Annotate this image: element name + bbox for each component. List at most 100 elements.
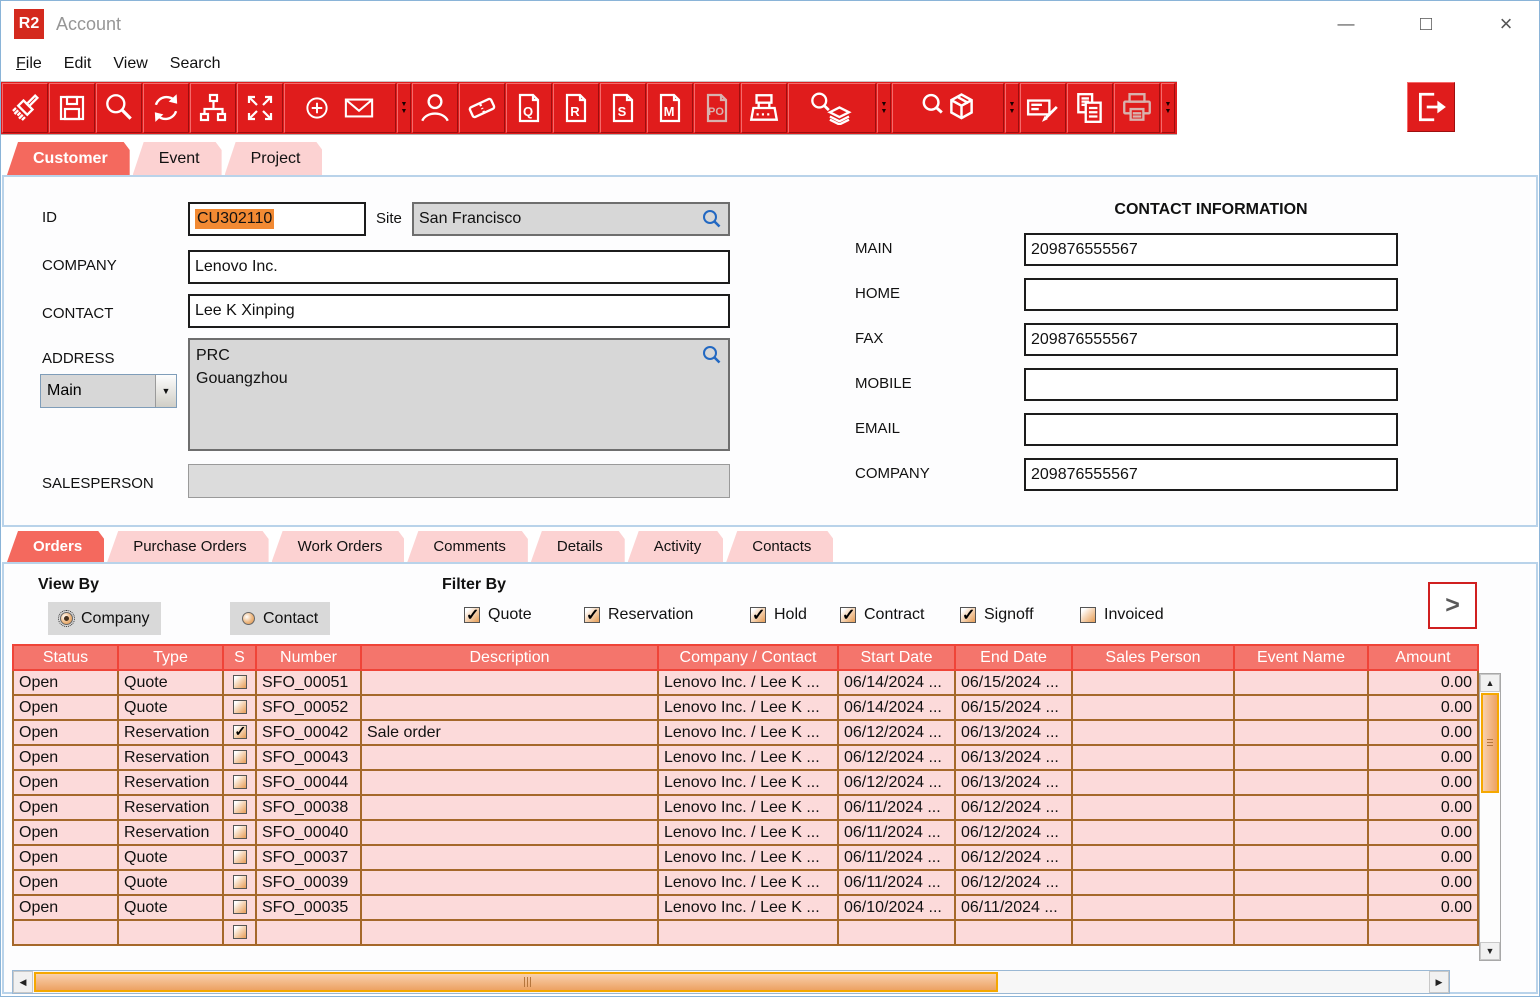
table-row[interactable]: Open Quote SFO_00037 Lenovo Inc. / Lee K ..…	[12, 844, 1479, 871]
view-by-company-option[interactable]: Company	[48, 602, 162, 635]
save-button[interactable]	[49, 83, 95, 133]
scroll-left-button[interactable]: ◀	[13, 971, 33, 993]
vertical-scroll-thumb[interactable]	[1481, 693, 1499, 793]
table-row[interactable]: Open Quote SFO_00051 Lenovo Inc. / Lee K ..…	[12, 669, 1479, 696]
scroll-down-button[interactable]: ▼	[1480, 942, 1500, 960]
email-input[interactable]	[1024, 413, 1398, 446]
contact-radio[interactable]	[242, 612, 255, 625]
company-phone-input[interactable]	[1024, 458, 1398, 491]
col-status[interactable]: Status	[12, 644, 119, 671]
toolbar-overflow-button[interactable]: ▼ ▼	[1005, 83, 1019, 133]
row-select-checkbox[interactable]	[232, 875, 247, 890]
filter-hold[interactable]: Hold	[750, 605, 807, 625]
home-phone-input[interactable]	[1024, 278, 1398, 311]
contract-checkbox[interactable]	[840, 605, 856, 625]
row-select-checkbox[interactable]	[232, 775, 247, 790]
row-select-checkbox[interactable]	[232, 825, 247, 840]
row-select-checkbox[interactable]	[232, 675, 247, 690]
row-select-checkbox[interactable]	[232, 700, 247, 715]
id-field[interactable]: CU302110	[188, 202, 366, 236]
tab-details[interactable]: Details	[531, 531, 625, 562]
row-select-checkbox[interactable]	[232, 750, 247, 765]
table-row[interactable]	[12, 919, 1479, 946]
next-page-button[interactable]: >	[1428, 582, 1477, 629]
dropdown-arrow-icon[interactable]: ▼	[155, 375, 176, 407]
clear-screen-button[interactable]	[2, 83, 48, 133]
company-radio[interactable]	[58, 610, 75, 627]
row-select-checkbox[interactable]	[232, 900, 247, 915]
col-number[interactable]: Number	[255, 644, 362, 671]
tab-activity[interactable]: Activity	[628, 531, 724, 562]
mobile-input[interactable]	[1024, 368, 1398, 401]
col-sales-person[interactable]: Sales Person	[1071, 644, 1235, 671]
hold-checkbox[interactable]	[750, 605, 766, 625]
horizontal-scroll-track[interactable]	[999, 971, 1429, 993]
row-select-checkbox[interactable]	[232, 925, 247, 940]
filter-signoff[interactable]: Signoff	[960, 605, 1034, 625]
site-search-icon[interactable]	[701, 209, 723, 231]
sale-order-button[interactable]: S	[600, 83, 646, 133]
signoff-checkbox[interactable]	[960, 605, 976, 625]
col-start-date[interactable]: Start Date	[837, 644, 956, 671]
toolbar-overflow-button[interactable]: ▼ ▼	[397, 83, 411, 133]
contact-input[interactable]	[195, 302, 723, 320]
tab-contacts[interactable]: Contacts	[726, 531, 833, 562]
col-event-name[interactable]: Event Name	[1233, 644, 1369, 671]
company-input[interactable]	[195, 258, 723, 276]
address-type-dropdown[interactable]: Main ▼	[40, 374, 177, 408]
close-button[interactable]: ×	[1499, 11, 1513, 36]
expand-button[interactable]	[237, 83, 283, 133]
toolbar-overflow-button[interactable]: ▼ ▼	[877, 83, 891, 133]
salesperson-field[interactable]	[188, 464, 730, 498]
scroll-right-button[interactable]: ▶	[1429, 971, 1449, 993]
tab-orders[interactable]: Orders	[7, 531, 104, 562]
row-select-checkbox[interactable]	[232, 723, 247, 740]
table-row[interactable]: Open Reservation SFO_00044 Lenovo Inc. / Le…	[12, 769, 1479, 796]
table-row[interactable]: Open Reservation SFO_00038 Lenovo Inc. / Le…	[12, 794, 1479, 821]
new-message-button[interactable]	[284, 83, 396, 133]
minimize-button[interactable]: —	[1337, 14, 1355, 33]
filter-reservation[interactable]: Reservation	[584, 605, 693, 625]
filter-contract[interactable]: Contract	[840, 605, 924, 625]
refresh-button[interactable]	[143, 83, 189, 133]
tab-customer[interactable]: Customer	[7, 142, 130, 175]
address-search-icon[interactable]	[701, 345, 723, 367]
fax-input[interactable]	[1024, 323, 1398, 356]
register-button[interactable]	[741, 83, 787, 133]
table-row[interactable]: Open Quote SFO_00039 Lenovo Inc. / Lee K ..…	[12, 869, 1479, 896]
copy-button[interactable]	[1067, 83, 1113, 133]
vertical-scroll-track[interactable]	[1480, 794, 1500, 942]
vertical-scrollbar[interactable]: ▲ ▼	[1479, 673, 1501, 961]
company-field[interactable]	[188, 250, 730, 284]
site-field[interactable]: San Francisco	[412, 202, 730, 236]
menu-view[interactable]: View	[113, 55, 148, 72]
row-select-checkbox[interactable]	[232, 800, 247, 815]
horizontal-scrollbar[interactable]: ◀ ▶	[12, 970, 1450, 994]
main-phone-input[interactable]	[1024, 233, 1398, 266]
tab-work-orders[interactable]: Work Orders	[272, 531, 405, 562]
ticket-button[interactable]	[459, 83, 505, 133]
maximize-button[interactable]: □	[1419, 12, 1433, 35]
tab-project[interactable]: Project	[225, 142, 323, 175]
contact-field[interactable]	[188, 294, 730, 328]
table-row[interactable]: Open Reservation SFO_00040 Lenovo Inc. / Le…	[12, 819, 1479, 846]
menu-search[interactable]: Search	[169, 55, 221, 72]
address-box[interactable]: PRC Gouangzhou	[188, 338, 730, 451]
menu-edit[interactable]: Edit	[63, 55, 92, 72]
col-type[interactable]: Type	[117, 644, 224, 671]
reservation-button[interactable]: R	[553, 83, 599, 133]
menu-file[interactable]: File	[16, 55, 42, 72]
table-row[interactable]: Open Quote SFO_00052 Lenovo Inc. / Lee K ..…	[12, 694, 1479, 721]
table-row[interactable]: Open Quote SFO_00035 Lenovo Inc. / Lee K ..…	[12, 894, 1479, 921]
horizontal-scroll-thumb[interactable]	[34, 972, 998, 992]
quote-checkbox[interactable]	[464, 605, 480, 625]
col-selected[interactable]: S	[222, 644, 257, 671]
view-by-contact-option[interactable]: Contact	[230, 602, 331, 635]
toolbar-overflow-button[interactable]: ▼ ▼	[1161, 83, 1175, 133]
tab-purchase-orders[interactable]: Purchase Orders	[107, 531, 268, 562]
maintenance-button[interactable]: M	[647, 83, 693, 133]
invoiced-checkbox[interactable]	[1080, 607, 1096, 623]
quote-button[interactable]: Q	[506, 83, 552, 133]
col-end-date[interactable]: End Date	[954, 644, 1073, 671]
